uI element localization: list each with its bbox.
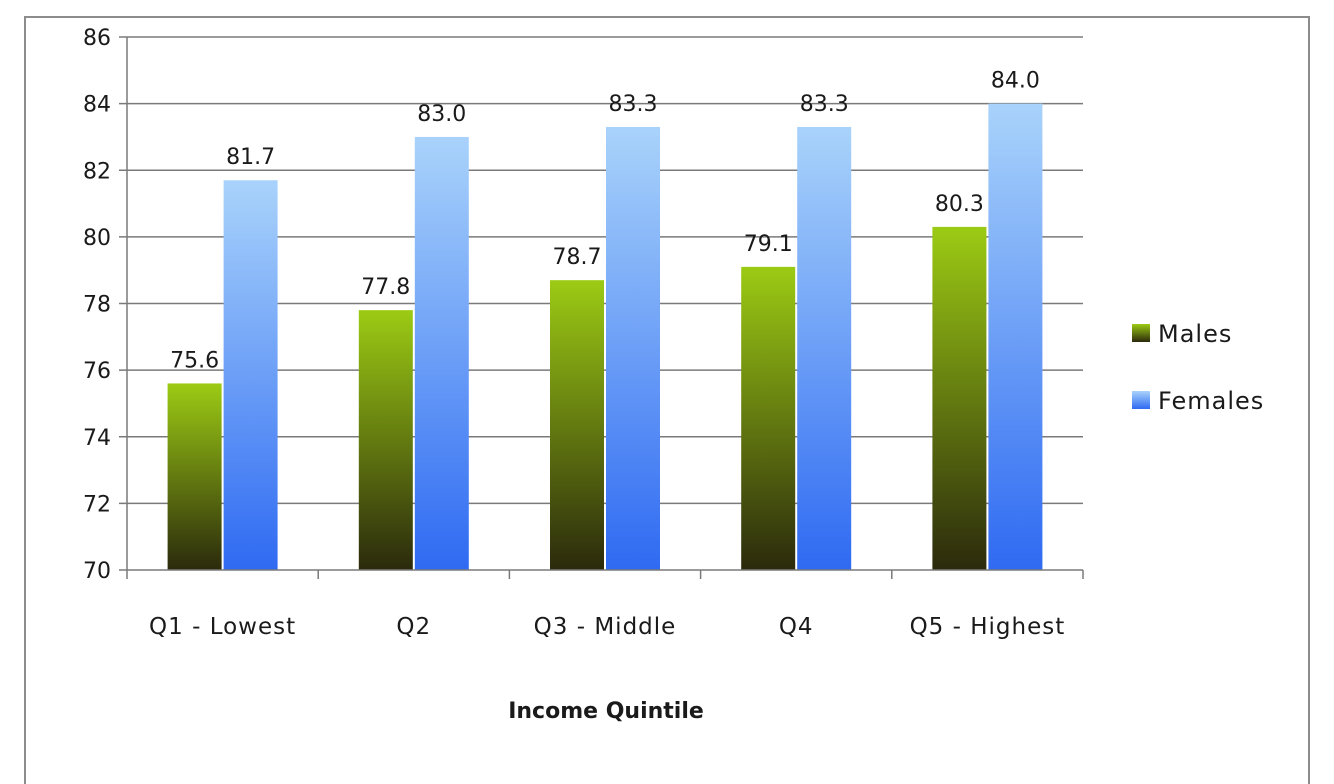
x-category-label: Q1 - Lowest bbox=[149, 614, 296, 640]
legend: Males Females bbox=[1132, 320, 1264, 415]
x-category-label: Q5 - Highest bbox=[910, 614, 1066, 640]
data-label: 84.0 bbox=[991, 69, 1040, 94]
x-category-label: Q2 bbox=[396, 614, 431, 640]
bar-males bbox=[741, 266, 796, 570]
bar-females bbox=[414, 136, 469, 570]
x-category-label: Q4 bbox=[779, 614, 814, 640]
y-tick-label: 74 bbox=[83, 426, 111, 451]
y-tick-label: 72 bbox=[83, 492, 111, 517]
legend-label: Males bbox=[1158, 320, 1232, 348]
bar-females bbox=[988, 103, 1043, 570]
data-labels: 75.6 81.7 77.8 83.0 78.7 83.3 79.1 83.3 80.3 84.0 bbox=[170, 69, 1040, 374]
data-label: 83.3 bbox=[800, 92, 849, 117]
gridlines bbox=[127, 36, 1083, 505]
data-label: 80.3 bbox=[935, 192, 984, 217]
data-label: 78.7 bbox=[553, 245, 602, 270]
data-label: 83.3 bbox=[609, 92, 658, 117]
data-label: 75.6 bbox=[170, 348, 219, 373]
data-label: 81.7 bbox=[226, 145, 275, 170]
bar-males bbox=[358, 310, 413, 570]
y-tick-label: 70 bbox=[83, 559, 111, 584]
bar-males bbox=[932, 226, 987, 570]
legend-swatch bbox=[1132, 391, 1150, 409]
data-label: 79.1 bbox=[744, 232, 793, 257]
legend-label: Females bbox=[1158, 387, 1264, 415]
y-tick-label: 84 bbox=[83, 93, 111, 118]
axes: 70 72 74 76 78 80 82 84 86 Q1 - Lowest Q2 Q3 - Midd… bbox=[83, 26, 1084, 640]
y-tick-label: 76 bbox=[83, 359, 111, 384]
bar-females bbox=[223, 180, 278, 570]
chart-frame bbox=[24, 16, 1310, 784]
data-label: 77.8 bbox=[361, 275, 410, 300]
bars bbox=[167, 103, 1043, 570]
y-tick-label: 86 bbox=[83, 26, 111, 51]
legend-swatch bbox=[1132, 324, 1150, 342]
bar-females bbox=[797, 126, 852, 570]
x-category-label: Q3 - Middle bbox=[534, 614, 677, 640]
data-label: 83.0 bbox=[417, 102, 466, 127]
y-tick-label: 82 bbox=[83, 159, 111, 184]
bar-males bbox=[167, 383, 222, 570]
bar-males bbox=[550, 280, 604, 570]
y-tick-label: 80 bbox=[83, 226, 111, 251]
bar-females bbox=[606, 126, 660, 570]
y-tick-label: 78 bbox=[83, 293, 111, 318]
x-axis-title: Income Quintile bbox=[508, 699, 704, 724]
